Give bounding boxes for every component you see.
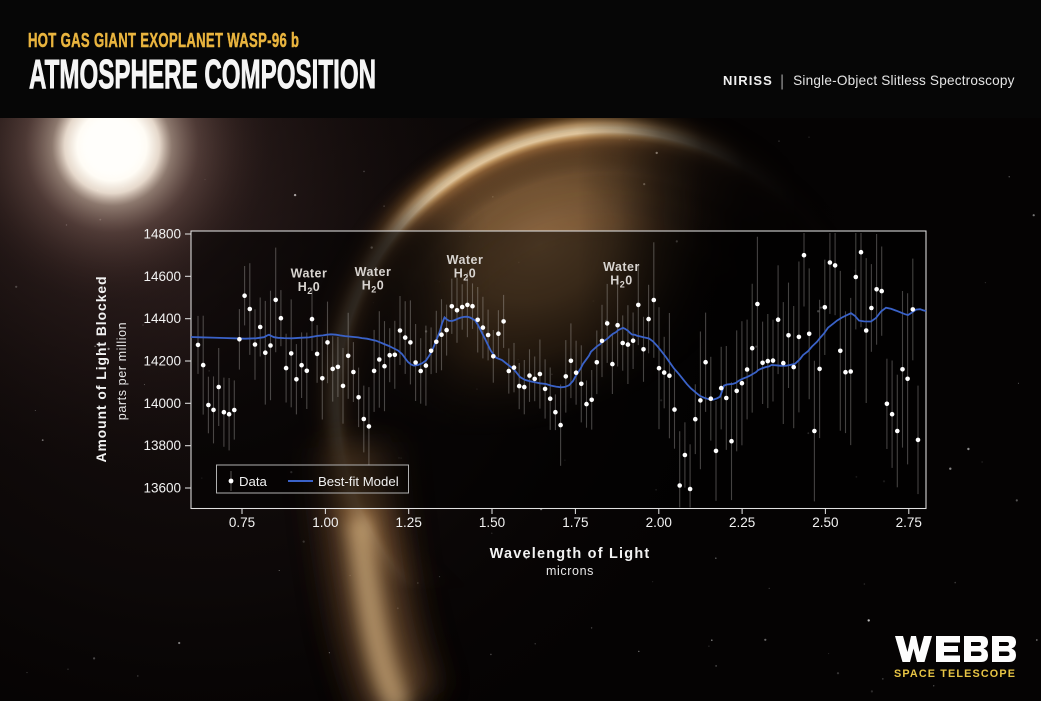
svg-text:0.75: 0.75 [229,515,255,530]
svg-text:13800: 13800 [143,438,181,453]
svg-text:1.00: 1.00 [312,515,338,530]
svg-text:14800: 14800 [143,227,181,242]
svg-text:14200: 14200 [143,354,181,369]
svg-text:H20: H20 [298,280,321,296]
svg-text:H20: H20 [610,274,633,290]
svg-text:1.25: 1.25 [396,515,422,530]
svg-text:Data: Data [239,474,268,489]
svg-text:2.50: 2.50 [812,515,838,530]
svg-text:Water: Water [291,267,328,281]
svg-text:Wavelength of Light: Wavelength of Light [490,546,651,562]
svg-text:2.25: 2.25 [729,515,755,530]
svg-text:H20: H20 [454,267,477,283]
svg-text:parts per million: parts per million [115,322,129,420]
svg-text:14400: 14400 [143,311,181,326]
svg-text:1.50: 1.50 [479,515,505,530]
svg-text:1.75: 1.75 [562,515,588,530]
svg-text:SPACE TELESCOPE: SPACE TELESCOPE [894,668,1016,680]
svg-text:2.00: 2.00 [646,515,672,530]
svg-text:14600: 14600 [143,269,181,284]
svg-text:microns: microns [546,564,594,578]
svg-text:Water: Water [447,253,484,267]
svg-text:Best-fit Model: Best-fit Model [318,474,399,489]
svg-text:Amount of Light Blocked: Amount of Light Blocked [94,275,109,462]
svg-text:H20: H20 [362,279,385,295]
svg-text:2.75: 2.75 [896,515,922,530]
svg-text:Water: Water [603,260,640,274]
svg-text:14000: 14000 [143,396,181,411]
svg-text:Water: Water [355,265,392,279]
svg-text:13600: 13600 [143,481,181,496]
